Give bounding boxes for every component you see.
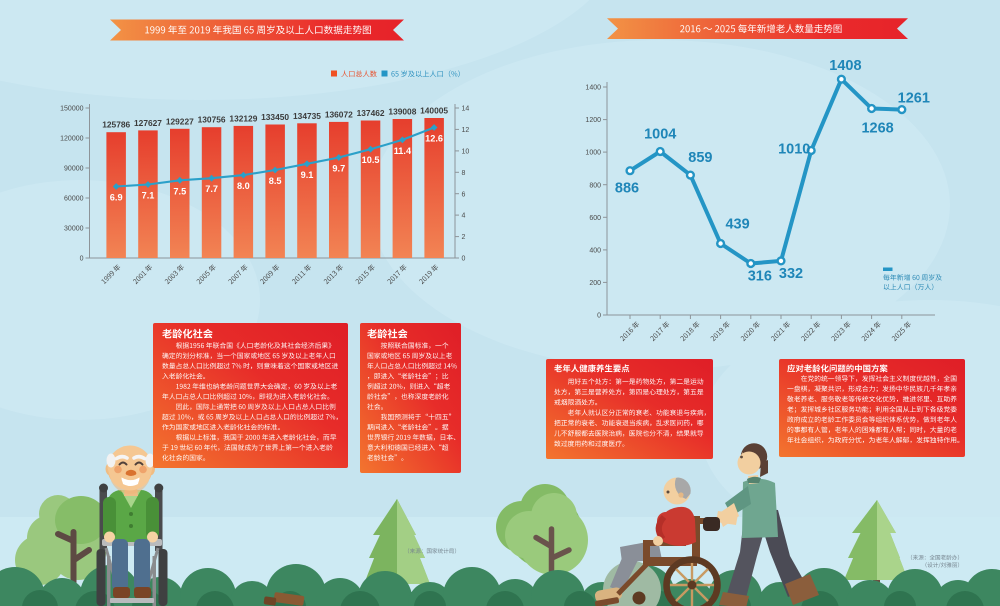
svg-text:1200: 1200 bbox=[585, 117, 601, 124]
svg-text:2: 2 bbox=[462, 234, 466, 241]
svg-text:90000: 90000 bbox=[64, 166, 84, 173]
svg-text:12: 12 bbox=[462, 127, 470, 134]
svg-text:10.5: 10.5 bbox=[362, 155, 380, 165]
svg-text:137462: 137462 bbox=[357, 108, 385, 118]
svg-text:7.5: 7.5 bbox=[173, 186, 186, 196]
svg-text:1004: 1004 bbox=[644, 127, 676, 143]
svg-text:136072: 136072 bbox=[325, 109, 353, 119]
svg-text:139008: 139008 bbox=[388, 107, 416, 117]
svg-text:130756: 130756 bbox=[198, 115, 226, 125]
svg-text:132129: 132129 bbox=[229, 113, 257, 123]
svg-text:1261: 1261 bbox=[898, 91, 930, 107]
svg-text:8.5: 8.5 bbox=[269, 176, 282, 186]
svg-text:6.9: 6.9 bbox=[110, 193, 123, 203]
svg-text:1408: 1408 bbox=[829, 58, 861, 74]
svg-text:133450: 133450 bbox=[261, 112, 289, 122]
svg-text:7.1: 7.1 bbox=[142, 191, 155, 201]
svg-text:11.4: 11.4 bbox=[394, 146, 412, 156]
svg-text:150000: 150000 bbox=[60, 106, 83, 113]
svg-text:14: 14 bbox=[462, 106, 470, 113]
svg-text:1400: 1400 bbox=[585, 85, 601, 92]
svg-text:9.1: 9.1 bbox=[301, 170, 314, 180]
svg-text:125786: 125786 bbox=[102, 120, 130, 130]
svg-text:439: 439 bbox=[725, 217, 749, 233]
svg-text:400: 400 bbox=[589, 248, 601, 255]
svg-text:0: 0 bbox=[597, 313, 601, 320]
svg-text:600: 600 bbox=[589, 215, 601, 222]
svg-text:316: 316 bbox=[748, 269, 772, 285]
svg-text:332: 332 bbox=[779, 266, 803, 282]
svg-text:9.7: 9.7 bbox=[332, 164, 345, 174]
svg-text:0: 0 bbox=[462, 256, 466, 263]
svg-text:127627: 127627 bbox=[134, 118, 162, 128]
svg-text:30000: 30000 bbox=[64, 226, 84, 233]
svg-text:4: 4 bbox=[462, 213, 466, 220]
svg-text:129227: 129227 bbox=[166, 116, 194, 126]
svg-text:1000: 1000 bbox=[585, 150, 601, 157]
svg-text:8: 8 bbox=[462, 170, 466, 177]
svg-text:7.7: 7.7 bbox=[205, 184, 218, 194]
svg-text:1010: 1010 bbox=[778, 142, 810, 158]
svg-text:886: 886 bbox=[615, 181, 639, 197]
svg-text:134735: 134735 bbox=[293, 111, 321, 121]
svg-text:200: 200 bbox=[589, 280, 601, 287]
svg-text:120000: 120000 bbox=[60, 136, 83, 143]
svg-text:0: 0 bbox=[80, 256, 84, 263]
svg-text:60000: 60000 bbox=[64, 196, 84, 203]
svg-text:140005: 140005 bbox=[420, 106, 448, 116]
svg-text:12.6: 12.6 bbox=[425, 134, 443, 144]
svg-text:800: 800 bbox=[589, 182, 601, 189]
svg-text:859: 859 bbox=[688, 150, 712, 166]
svg-text:10: 10 bbox=[462, 149, 470, 156]
svg-text:1268: 1268 bbox=[861, 121, 893, 137]
svg-text:8.0: 8.0 bbox=[237, 181, 250, 191]
svg-text:6: 6 bbox=[462, 191, 466, 198]
